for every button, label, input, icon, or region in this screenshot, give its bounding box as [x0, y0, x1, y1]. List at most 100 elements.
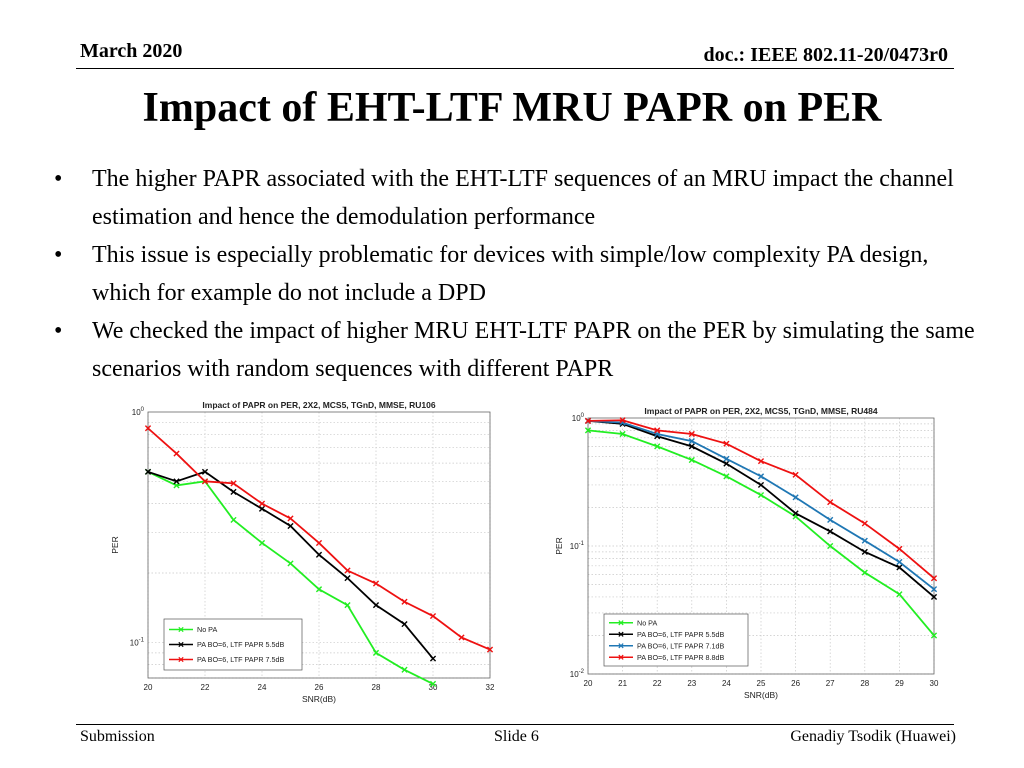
point-mark [723, 460, 730, 467]
legend-label: PA BO=6, LTF PAPR 8.8dB [637, 653, 724, 662]
slide-title: Impact of EHT-LTF MRU PAPR on PER [142, 85, 882, 131]
x-tick-label: 28 [860, 679, 869, 688]
point-mark [930, 586, 938, 593]
data-point [619, 417, 626, 424]
data-point [896, 558, 903, 566]
point-mark [654, 427, 661, 434]
data-point [315, 551, 323, 558]
point-mark [723, 440, 730, 447]
data-point [401, 666, 408, 673]
data-point [896, 591, 903, 598]
x-tick-label: 24 [258, 683, 267, 692]
x-tick-label: 23 [687, 679, 696, 688]
per-chart-ru106: 20 22 24 26 28 30 32 100 10-1 Impact of PAPR on P… [108, 398, 504, 712]
data-point [757, 481, 765, 489]
legend-label: PA BO=6, LTF PAPR 5.5dB [197, 640, 284, 649]
point-mark [688, 438, 695, 445]
data-point [584, 427, 592, 434]
data-point [861, 520, 868, 527]
legend-item: PA BO=6, LTF PAPR 8.8dB [609, 653, 724, 662]
x-tick-label: 29 [895, 679, 904, 688]
point-mark [201, 478, 209, 485]
point-mark [429, 612, 437, 620]
data-point [827, 499, 834, 506]
data-point [287, 522, 294, 530]
point-mark [688, 443, 695, 450]
data-point [861, 569, 868, 576]
data-point [688, 438, 695, 445]
footer-divider [76, 724, 954, 725]
data-point [792, 494, 799, 501]
data-point [654, 427, 661, 434]
legend-label: No PA [197, 625, 217, 634]
data-point [757, 473, 765, 480]
point-mark [896, 591, 903, 598]
data-point [723, 455, 730, 462]
point-mark [757, 458, 765, 465]
data-point [287, 560, 294, 567]
point-mark [144, 468, 152, 475]
x-tick-label: 22 [201, 683, 210, 692]
point-mark [401, 620, 408, 628]
data-point [584, 417, 592, 424]
point-mark [861, 537, 868, 544]
data-point [896, 545, 903, 552]
data-point [315, 539, 323, 547]
data-point [401, 598, 408, 605]
point-mark [230, 516, 237, 524]
point-mark [896, 564, 903, 571]
point-mark [287, 515, 294, 522]
point-mark [584, 417, 592, 424]
data-point [723, 440, 730, 447]
point-mark [315, 551, 323, 558]
legend-label: No PA [637, 618, 657, 627]
legend-marker [618, 620, 624, 626]
data-point [723, 473, 730, 480]
data-point [344, 575, 351, 582]
data-point [230, 480, 237, 487]
legend-marker [618, 643, 624, 649]
point-mark [861, 520, 868, 527]
point-mark [792, 510, 799, 517]
data-point [827, 542, 834, 550]
point-mark [315, 586, 323, 593]
data-point [372, 649, 380, 656]
point-mark [861, 548, 868, 555]
point-mark [173, 478, 180, 485]
point-mark [258, 539, 266, 547]
point-mark [930, 593, 938, 601]
data-point [930, 586, 938, 593]
data-point [429, 680, 437, 687]
x-tick-label: 27 [826, 679, 835, 688]
data-point [792, 510, 799, 517]
data-point [344, 602, 351, 609]
data-point [930, 593, 938, 601]
point-mark [315, 539, 323, 547]
x-tick-label: 21 [618, 679, 627, 688]
bullet-text: This issue is especially problematic for… [92, 242, 929, 306]
x-tick-label: 20 [144, 683, 153, 692]
point-mark [287, 522, 294, 530]
point-mark [827, 528, 834, 535]
bullet-item: • We checked the impact of higher MRU EHT… [52, 312, 982, 388]
point-mark [930, 632, 938, 639]
header-doc-id: doc.: IEEE 802.11-20/0473r0 [703, 44, 948, 66]
data-point [930, 632, 938, 639]
legend-label: PA BO=6, LTF PAPR 7.5dB [197, 655, 284, 664]
x-tick-label: 25 [757, 679, 766, 688]
point-mark [401, 598, 408, 605]
data-point [757, 458, 765, 465]
data-point [896, 564, 903, 571]
footer-slide-number: Slide 6 [494, 728, 539, 745]
point-mark [688, 456, 695, 464]
data-point [258, 500, 266, 507]
point-mark [230, 488, 237, 495]
bullet-text: The higher PAPR associated with the EHT-… [92, 166, 954, 230]
point-mark [654, 443, 661, 450]
plot-frame [587, 417, 935, 675]
x-axis-label: SNR(dB) [744, 690, 778, 700]
point-mark [930, 575, 938, 582]
legend-item: No PA [609, 618, 657, 627]
point-mark [896, 558, 903, 566]
legend-marker [178, 641, 184, 648]
